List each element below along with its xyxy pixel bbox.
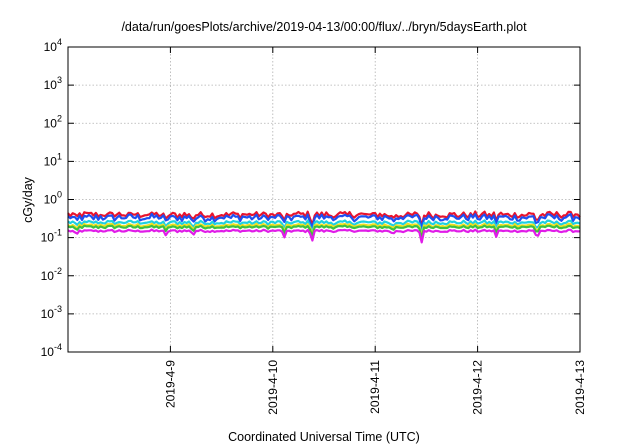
y-tick-label-base: 10 <box>41 307 55 321</box>
x-tick-label: 2019-4-10 <box>266 360 280 415</box>
y-tick-label-base: 10 <box>41 269 55 283</box>
plot-frame <box>67 46 581 353</box>
y-tick-label: 103 <box>44 75 62 92</box>
y-tick-label: 104 <box>44 37 62 54</box>
y-tick-label: 10-2 <box>41 266 62 283</box>
y-tick-label-exponent: -4 <box>54 342 62 352</box>
x-tick-label: 2019-4-11 <box>368 360 382 414</box>
x-tick-label: 2019-4-9 <box>163 360 177 408</box>
series-line <box>67 219 581 236</box>
y-tick-label: 100 <box>44 190 62 207</box>
y-tick-label: 102 <box>44 113 62 130</box>
y-tick-label-exponent: -2 <box>54 266 62 276</box>
y-tick-label-exponent: -1 <box>54 228 62 238</box>
y-tick-label-exponent: -3 <box>54 304 62 314</box>
y-tick-label-base: 10 <box>44 40 58 54</box>
y-tick-label-base: 10 <box>44 154 58 168</box>
y-tick-label: 10-1 <box>41 228 62 245</box>
y-tick-label-base: 10 <box>44 78 58 92</box>
y-tick-label-exponent: 2 <box>57 113 62 123</box>
x-tick-label: 2019-4-13 <box>573 360 587 415</box>
series-line <box>67 224 581 240</box>
y-tick-label-base: 10 <box>44 116 58 130</box>
y-tick-label: 101 <box>44 151 62 168</box>
y-tick-label-exponent: 0 <box>57 190 62 200</box>
series-line <box>67 228 580 244</box>
x-axis-label: Coordinated Universal Time (UTC) <box>228 430 420 444</box>
y-tick-label: 10-3 <box>41 304 62 321</box>
y-tick-label-base: 10 <box>41 345 55 359</box>
series-line <box>67 212 581 230</box>
y-tick-label: 10-4 <box>41 342 62 359</box>
y-tick-label-exponent: 4 <box>57 37 62 47</box>
y-tick-label-base: 10 <box>44 193 58 207</box>
y-tick-label-exponent: 3 <box>57 75 62 85</box>
y-tick-label-exponent: 1 <box>57 151 62 161</box>
y-tick-label-base: 10 <box>41 231 55 245</box>
chart-title: /data/run/goesPlots/archive/2019-04-13/0… <box>121 20 527 34</box>
x-tick-label: 2019-4-12 <box>471 360 485 415</box>
